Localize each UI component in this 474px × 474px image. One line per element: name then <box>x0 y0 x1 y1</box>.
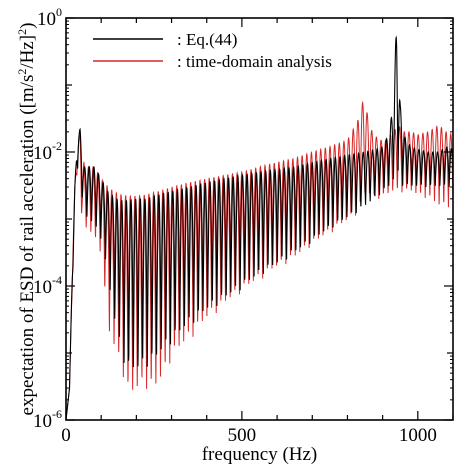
x-tick-label: 1000 <box>399 425 437 446</box>
series-layer <box>65 35 454 421</box>
y-axis-title-sup-1: 2 <box>15 69 29 75</box>
y-axis-title-sup-2: 2 <box>15 29 29 35</box>
legend-label-time-domain: : time-domain analysis <box>177 52 332 71</box>
x-axis-title: frequency (Hz) <box>202 444 318 465</box>
y-tick-label: 10-2 <box>33 139 62 164</box>
legend-label-eq44: : Eq.(44) <box>177 30 237 49</box>
x-tick-label: 0 <box>61 425 71 446</box>
y-tick-label: 10-4 <box>33 273 62 298</box>
legend: : Eq.(44) : time-domain analysis <box>93 30 332 71</box>
y-tick-label: 10-6 <box>33 407 62 432</box>
x-tick-label: 500 <box>228 425 257 446</box>
y-axis-title-main: expectation of ESD of rail acceleration … <box>17 75 38 416</box>
tick-layer: 0 500 1000 100 10-2 10-4 10-6 <box>33 5 454 446</box>
y-axis-title-mid: /Hz] <box>17 35 38 69</box>
y-tick-label: 100 <box>37 5 62 30</box>
series-line-eq44 <box>65 35 454 421</box>
y-axis-title-end: ) <box>17 23 38 29</box>
y-axis-title: expectation of ESD of rail acceleration … <box>15 23 38 416</box>
